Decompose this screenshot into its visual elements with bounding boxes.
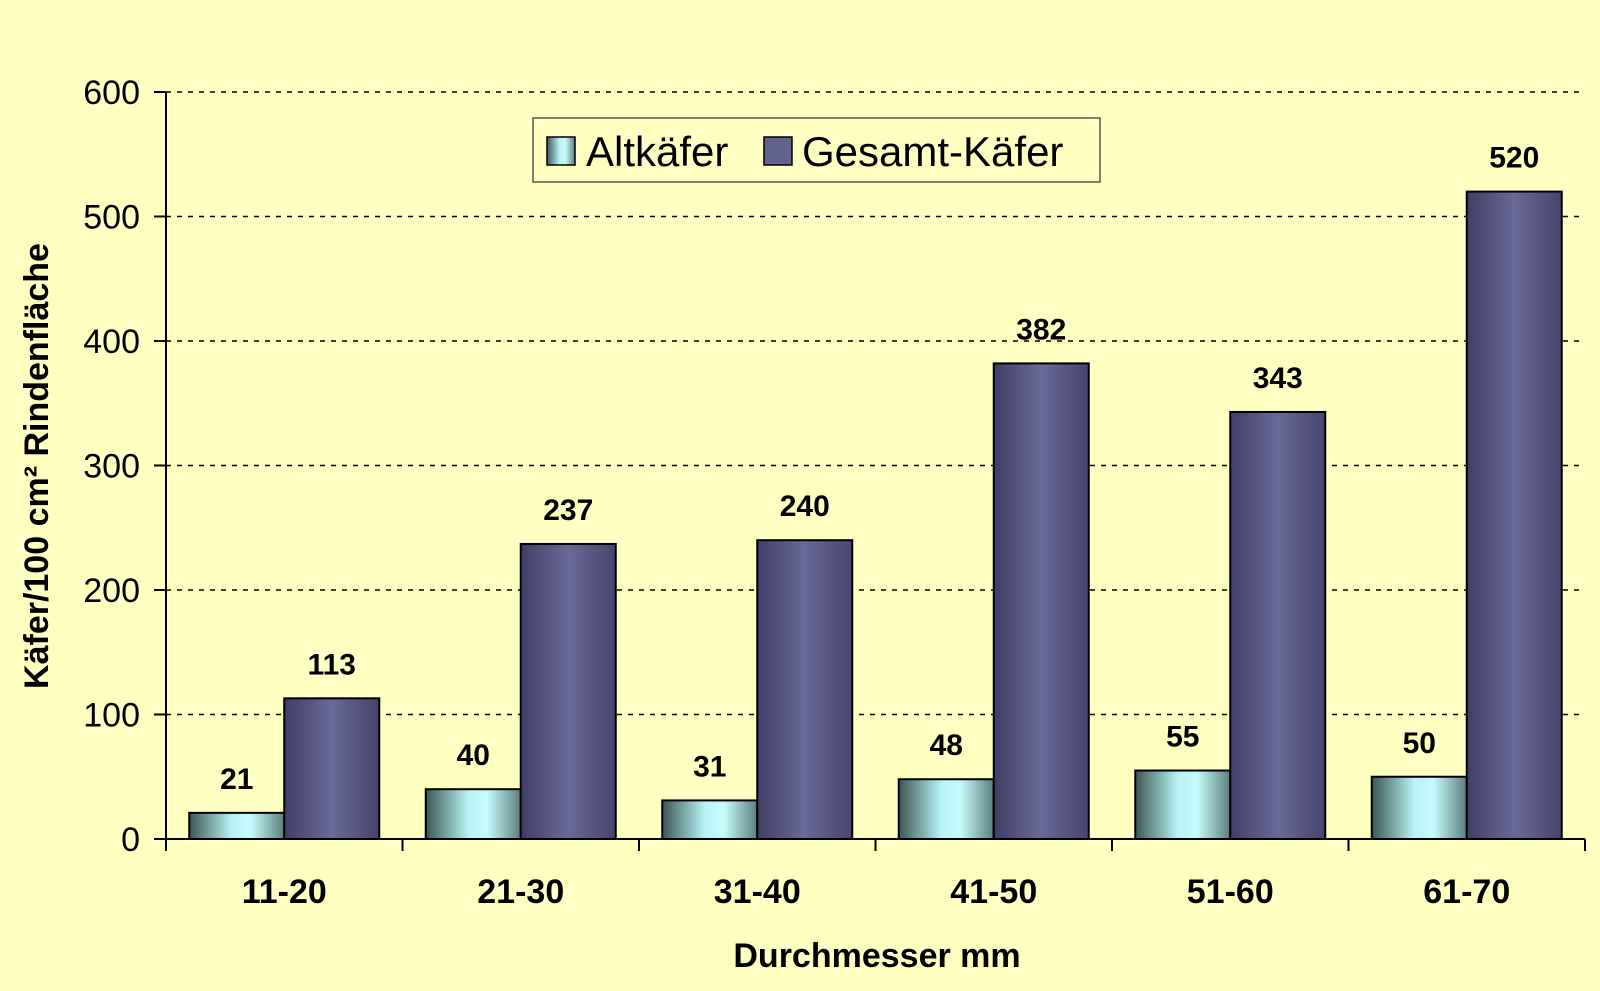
gridlines [166, 91, 1585, 716]
data-label: 520 [1489, 142, 1539, 175]
bar-altkaefer [188, 811, 286, 840]
axes: 0 100 200 300 400 500 600 11-20 21-30 31-40 41-50 5… [83, 74, 1586, 911]
x-tick-label: 11-20 [242, 873, 327, 911]
x-tick-label: 31-40 [714, 873, 801, 911]
bar-gesamt-kaefer [1229, 410, 1327, 840]
data-label: 343 [1253, 362, 1303, 395]
bar-altkaefer [661, 799, 759, 841]
y-axis-title: Käfer/100 cm² Rindenfläche [18, 243, 56, 689]
x-tick-label: 61-70 [1423, 873, 1510, 911]
bar-altkaefer [424, 788, 522, 841]
bar-altkaefer [1370, 775, 1468, 840]
x-tick-label: 41-50 [950, 873, 1037, 911]
legend-label-altkaefer: Altkäfer [586, 128, 728, 175]
data-label: 382 [1016, 313, 1066, 346]
y-tick-label: 600 [83, 74, 140, 112]
y-tick-label: 200 [83, 572, 140, 610]
data-label: 240 [780, 490, 830, 523]
y-tick-label: 300 [83, 448, 140, 486]
y-tick-label: 100 [83, 697, 140, 735]
bar-gesamt-kaefer [756, 539, 854, 840]
legend-swatch-gesamt-kaefer [763, 136, 793, 166]
data-label: 40 [457, 739, 490, 772]
data-label: 55 [1166, 721, 1199, 754]
bar-gesamt-kaefer [1465, 190, 1563, 841]
data-label: 31 [693, 750, 726, 783]
data-label: 237 [543, 494, 593, 527]
data-label: 113 [308, 648, 356, 681]
data-label: 50 [1403, 727, 1436, 760]
bar-altkaefer [897, 778, 995, 840]
x-tick-label: 51-60 [1187, 873, 1274, 911]
legend-label-gesamt-kaefer: Gesamt-Käfer [802, 128, 1063, 175]
bar-gesamt-kaefer [519, 542, 617, 840]
y-tick-label: 400 [83, 323, 140, 361]
legend-swatch-altkaefer [546, 136, 576, 166]
x-tick-label: 21-30 [477, 873, 564, 911]
bar-gesamt-kaefer [992, 362, 1090, 840]
legend-box [532, 117, 1101, 183]
x-axis-title: Durchmesser mm [733, 937, 1020, 975]
bars [188, 190, 1563, 841]
legend: Altkäfer Gesamt-Käfer [532, 117, 1101, 183]
bar-gesamt-kaefer [283, 697, 381, 840]
data-label: 48 [930, 729, 963, 762]
data-label: 21 [220, 763, 253, 796]
data-labels: 21 113 40 237 31 240 48 382 55 343 50 520 [220, 142, 1539, 796]
bar-altkaefer [1134, 769, 1232, 841]
y-tick-label: 0 [121, 821, 140, 859]
y-tick-label: 500 [83, 199, 140, 237]
